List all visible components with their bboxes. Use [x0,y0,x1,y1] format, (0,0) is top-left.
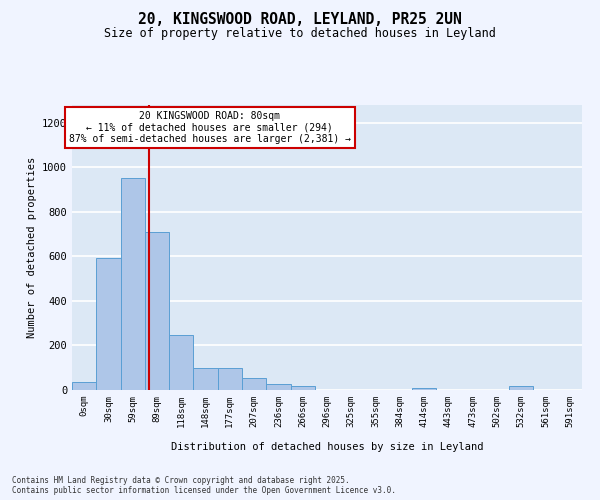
Bar [242,378,266,390]
Bar [509,386,533,390]
Bar [266,384,290,390]
Bar [290,386,315,390]
Bar [96,258,121,390]
Bar [218,368,242,390]
Text: Contains HM Land Registry data © Crown copyright and database right 2025.
Contai: Contains HM Land Registry data © Crown c… [12,476,396,495]
Text: 20 KINGSWOOD ROAD: 80sqm
← 11% of detached houses are smaller (294)
87% of semi-: 20 KINGSWOOD ROAD: 80sqm ← 11% of detach… [69,110,351,144]
Bar [72,382,96,390]
Text: 20, KINGSWOOD ROAD, LEYLAND, PR25 2UN: 20, KINGSWOOD ROAD, LEYLAND, PR25 2UN [138,12,462,28]
Y-axis label: Number of detached properties: Number of detached properties [26,157,37,338]
Bar [412,388,436,390]
Bar [145,232,169,390]
Bar [121,178,145,390]
Text: Size of property relative to detached houses in Leyland: Size of property relative to detached ho… [104,28,496,40]
Text: Distribution of detached houses by size in Leyland: Distribution of detached houses by size … [171,442,483,452]
Bar [169,336,193,390]
Bar [193,368,218,390]
